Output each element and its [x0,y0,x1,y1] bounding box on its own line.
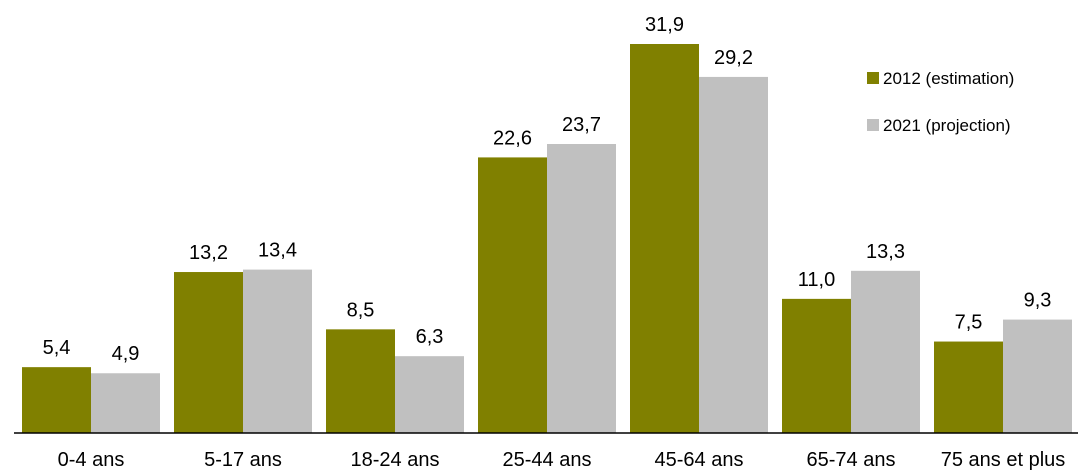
legend-swatch-2012 [867,72,879,84]
bar-2021-4 [699,76,768,433]
category-label-2: 18-24 ans [351,449,440,470]
data-label-2012-3: 22,6 [493,127,532,149]
bar-2012-5 [782,298,851,433]
data-label-2012-5: 11,0 [798,269,835,291]
category-label-4: 45-64 ans [655,449,744,470]
data-label-2012-4: 31,9 [645,14,684,36]
bar-2021-6 [1003,319,1072,433]
data-label-2012-1: 13,2 [189,242,228,264]
data-label-2021-2: 6,3 [416,326,444,348]
category-labels-group: 0-4 ans 5-17 ans 18-24 ans 25-44 ans 45-64 a… [58,449,1066,470]
data-label-2021-1: 13,4 [258,240,297,262]
category-label-1: 5-17 ans [204,449,282,470]
bar-2021-1 [243,269,312,433]
data-label-2021-4: 29,2 [714,47,753,69]
bar-2012-4 [630,44,699,433]
category-label-0: 0-4 ans [58,449,125,470]
bar-2012-0 [22,367,91,433]
bar-2012-1 [174,272,243,433]
legend-label-2021: 2021 (projection) [883,116,1011,135]
data-label-2012-2: 8,5 [347,299,375,321]
data-label-2021-3: 23,7 [562,114,601,136]
data-label-2021-5: 13,3 [866,241,905,263]
legend: 2012 (estimation) 2021 (projection) [867,69,1014,135]
bar-2021-2 [395,356,464,433]
legend-swatch-2021 [867,119,879,131]
bar-2021-0 [91,373,160,433]
value-labels-group: 5,4 4,9 13,2 13,4 8,5 6,3 22,6 23,7 31,9 29,2 11,0… [43,14,1052,365]
category-label-3: 25-44 ans [503,449,592,470]
category-label-5: 65-74 ans [807,449,896,470]
legend-label-2012: 2012 (estimation) [883,69,1014,88]
data-label-2012-0: 5,4 [43,337,71,359]
bar-2021-5 [851,270,920,433]
bar-2021-3 [547,143,616,434]
bar-2012-3 [478,157,547,433]
data-label-2021-6: 9,3 [1024,290,1052,312]
data-label-2012-6: 7,5 [955,312,983,334]
bar-2012-6 [934,341,1003,433]
bars-group [22,44,1072,434]
category-label-6: 75 ans et plus [941,449,1066,470]
data-label-2021-0: 4,9 [112,343,140,365]
bar-2012-2 [326,329,395,433]
